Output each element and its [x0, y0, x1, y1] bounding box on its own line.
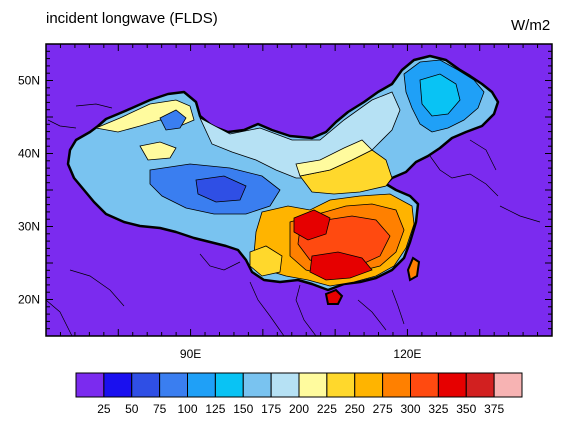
colorbar-label: 25 — [97, 402, 111, 416]
axis-ticks — [45, 43, 553, 337]
colorbar-box — [410, 372, 439, 398]
colorbar-box — [131, 372, 161, 398]
south-coast-deep — [309, 251, 373, 281]
northwest-warm-patch — [94, 99, 195, 133]
colorbar-labels: 25 50 75 100 125 150 175 200 225 250 275 300 325 350 3… — [97, 402, 504, 416]
north-china-yellow — [295, 139, 373, 177]
colorbar-boxes — [75, 372, 523, 398]
tibet-core — [195, 175, 247, 203]
x-axis-labels: 90E 120E — [180, 347, 422, 361]
map-title: incident longwave (FLDS) — [46, 10, 218, 27]
y-tick-label: 40N — [18, 147, 40, 161]
colorbar-box — [159, 372, 188, 398]
map-field — [46, 54, 541, 336]
x-tick-label: 120E — [393, 347, 421, 361]
colorbar-box — [326, 372, 356, 398]
hainan-island — [324, 288, 344, 305]
y-tick-label: 30N — [18, 220, 40, 234]
colorbar-label: 200 — [289, 402, 309, 416]
y-tick-label: 50N — [18, 74, 40, 88]
colorbar-label: 175 — [261, 402, 281, 416]
y-axis-labels: 20N 30N 40N 50N — [18, 74, 40, 307]
colorbar-box — [493, 372, 523, 398]
colorbar-label: 275 — [373, 402, 393, 416]
colorbar-box — [382, 372, 411, 398]
yunnan-patch — [249, 245, 283, 277]
colorbar-label: 125 — [205, 402, 225, 416]
sichuan-basin — [293, 209, 331, 241]
colorbar-box — [214, 372, 244, 398]
colorbar-label: 300 — [400, 402, 420, 416]
colorbar-box — [270, 372, 300, 398]
colorbar-label: 75 — [153, 402, 167, 416]
colorbar-box — [75, 372, 105, 398]
colorbar-label: 375 — [484, 402, 504, 416]
x-tick-label: 90E — [180, 347, 201, 361]
country-borders — [46, 103, 541, 336]
units-label: W/m2 — [511, 17, 551, 34]
y-tick-label: 20N — [18, 293, 40, 307]
colorbar-box — [437, 372, 467, 398]
colorbar-label: 250 — [345, 402, 365, 416]
colorbar-box — [103, 372, 133, 398]
colorbar-box — [354, 372, 384, 398]
colorbar-label: 100 — [177, 402, 197, 416]
colorbar-box — [187, 372, 216, 398]
colorbar-label: 325 — [428, 402, 448, 416]
colorbar-label: 150 — [233, 402, 253, 416]
tarim-patch — [139, 141, 177, 161]
colorbar-label: 350 — [456, 402, 476, 416]
northwest-cool-patch — [159, 109, 187, 131]
colorbar-box — [298, 372, 328, 398]
northeast-core — [419, 73, 461, 117]
colorbar-box — [465, 372, 495, 398]
colorbar-label: 225 — [317, 402, 337, 416]
colorbar-box — [242, 372, 272, 398]
taiwan-island — [406, 256, 421, 282]
colorbar-label: 50 — [125, 402, 139, 416]
